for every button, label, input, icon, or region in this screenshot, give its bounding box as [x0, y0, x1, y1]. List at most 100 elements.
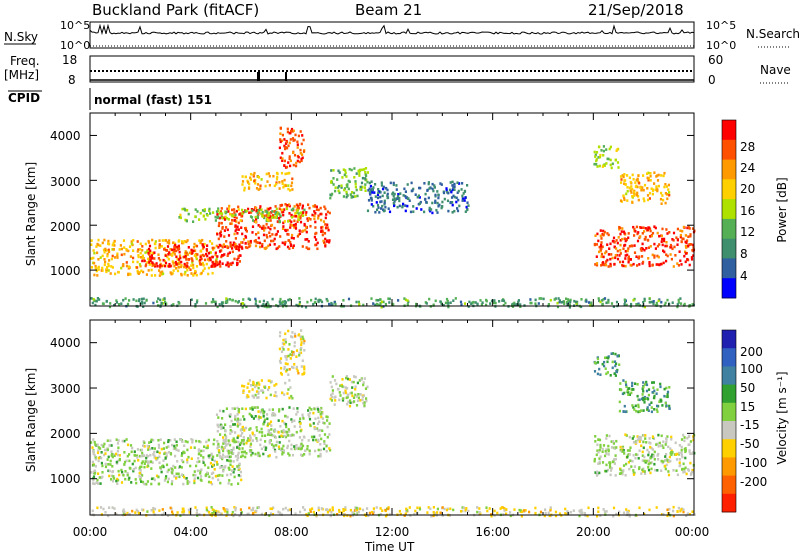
heatmap-cell — [150, 477, 154, 481]
heatmap-cell — [167, 253, 170, 256]
heatmap-cell — [172, 447, 175, 451]
heatmap-cell — [310, 435, 314, 439]
heatmap-cell — [612, 305, 615, 308]
heatmap-cell — [628, 176, 631, 180]
heatmap-cell — [268, 379, 271, 383]
heatmap-cell — [217, 207, 220, 210]
heatmap-cell — [190, 257, 193, 260]
heatmap-cell — [285, 358, 288, 361]
heatmap-cell — [246, 439, 249, 443]
heatmap-cell — [628, 393, 631, 396]
heatmap-cell — [660, 444, 663, 448]
heatmap-cell — [624, 257, 627, 260]
heatmap-cell — [220, 244, 223, 248]
heatmap-cell — [464, 196, 467, 199]
heatmap-cell — [415, 302, 418, 306]
heatmap-cell — [305, 211, 308, 214]
heatmap-cell — [677, 506, 680, 510]
heatmap-cell — [631, 188, 634, 191]
heatmap-cell — [364, 183, 367, 186]
heatmap-cell — [374, 183, 377, 186]
heatmap-cell — [431, 182, 434, 186]
heatmap-cell — [358, 379, 361, 382]
heatmap-cell — [647, 171, 650, 175]
heatmap-cell — [148, 441, 151, 444]
heatmap-cell — [404, 209, 407, 213]
heatmap-cell — [288, 131, 291, 135]
heatmap-cell — [178, 254, 182, 257]
heatmap-cell — [188, 511, 191, 514]
heatmap-cell — [187, 266, 191, 269]
heatmap-cell — [646, 172, 649, 175]
heatmap-cell — [123, 463, 126, 466]
heatmap-cell — [271, 210, 274, 213]
heatmap-cell — [683, 436, 686, 439]
heatmap-cell — [688, 263, 691, 267]
heatmap-cell — [128, 466, 131, 470]
heatmap-cell — [345, 375, 348, 378]
heatmap-cell — [186, 440, 189, 444]
heatmap-cell — [687, 443, 690, 447]
heatmap-cell — [441, 506, 444, 509]
heatmap-cell — [164, 254, 167, 257]
heatmap-cell — [239, 470, 242, 474]
heatmap-cell — [181, 440, 184, 443]
heatmap-cell — [247, 382, 250, 385]
heatmap-cell — [299, 335, 302, 339]
heatmap-cell — [633, 440, 636, 444]
heatmap-cell — [549, 506, 552, 509]
heatmap-cell — [347, 393, 350, 397]
heatmap-cell — [271, 411, 274, 415]
heatmap-cell — [286, 130, 289, 134]
heatmap-cell — [138, 454, 142, 458]
heatmap-cell — [141, 254, 144, 258]
heatmap-cell — [595, 263, 599, 267]
heatmap-cell — [645, 383, 649, 387]
heatmap-cell — [275, 213, 279, 216]
heatmap-cell — [141, 508, 144, 511]
heatmap-cell — [284, 381, 287, 385]
heatmap-cell — [350, 191, 354, 194]
heatmap-cell — [602, 263, 605, 266]
heatmap-cell — [149, 453, 152, 457]
heatmap-cell — [193, 242, 196, 246]
heatmap-cell — [314, 212, 317, 215]
heatmap-cell — [106, 458, 109, 461]
heatmap-cell — [113, 244, 116, 247]
heatmap-cell — [150, 482, 153, 486]
heatmap-cell — [468, 300, 471, 304]
heatmap-cell — [684, 244, 687, 248]
heatmap-cell — [244, 227, 247, 230]
heatmap-cell — [667, 473, 671, 477]
heatmap-region — [593, 225, 696, 268]
heatmap-cell — [218, 473, 221, 477]
heatmap-cell — [292, 207, 295, 211]
heatmap-cell — [386, 507, 389, 511]
heatmap-cell — [393, 192, 396, 196]
heatmap-cell — [613, 458, 616, 461]
heatmap-cell — [599, 153, 602, 157]
heatmap-cell — [290, 394, 293, 398]
heatmap-cell — [614, 254, 617, 257]
heatmap-cell — [330, 511, 333, 514]
heatmap-cell — [372, 186, 375, 189]
heatmap-cell — [684, 449, 687, 452]
heatmap-cell — [115, 479, 118, 483]
heatmap-cell — [182, 511, 185, 515]
heatmap-cell — [97, 265, 100, 269]
heatmap-cell — [425, 201, 428, 204]
heatmap-cell — [368, 191, 371, 194]
heatmap-cell — [284, 340, 287, 344]
heatmap-cell — [626, 455, 629, 459]
heatmap-cell — [233, 475, 236, 479]
heatmap-cell — [93, 440, 96, 444]
heatmap-cell — [283, 208, 286, 211]
heatmap-cell — [548, 514, 551, 518]
heatmap-cell — [261, 243, 264, 246]
heatmap-cell — [680, 451, 683, 455]
heatmap-cell — [139, 264, 142, 268]
heatmap-cell — [193, 272, 196, 276]
heatmap-cell — [658, 400, 661, 403]
heatmap-cell — [625, 192, 628, 196]
heatmap-cell — [148, 251, 152, 254]
